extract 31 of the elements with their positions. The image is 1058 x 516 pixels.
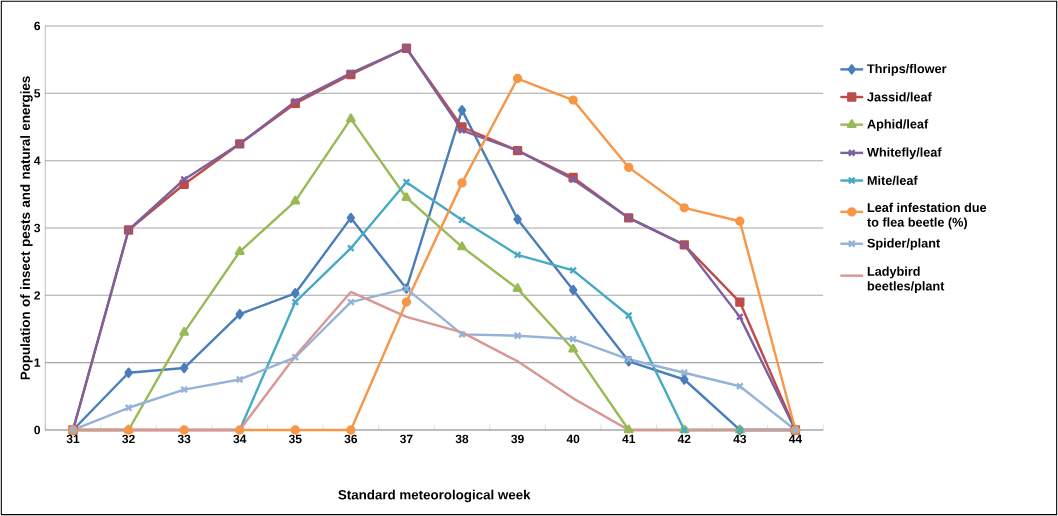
x-tick-label: 36	[344, 434, 358, 444]
legend-label: Whitefly/leaf	[867, 147, 942, 160]
legend-label: Spider/plant	[867, 238, 941, 251]
legend-label: Leaf infestation due to flea beetle (%)	[867, 202, 987, 230]
x-tick-label: 40	[566, 434, 580, 444]
y-tick-label: 4	[34, 156, 41, 165]
legend-label: Thrips/flower	[867, 63, 947, 76]
x-tick-label: 34	[233, 434, 247, 444]
y-tick-label: 6	[34, 21, 41, 31]
y-tick-label: 5	[34, 89, 41, 98]
x-tick-label: 42	[677, 434, 691, 444]
legend-label: Ladybird beetles/plant	[867, 266, 945, 294]
y-tick-label: 2	[34, 291, 41, 300]
x-tick-label: 31	[66, 434, 80, 444]
x-tick-label: 37	[400, 434, 413, 444]
x-tick-label: 43	[733, 434, 747, 444]
x-tick-label: 41	[622, 434, 636, 443]
x-axis-title: Standard meteorological week	[338, 489, 531, 503]
y-tick-label: 0	[34, 425, 41, 435]
legend-label: Mite/leaf	[867, 175, 918, 186]
x-tick-label: 33	[177, 434, 191, 444]
x-tick-label: 32	[122, 434, 135, 444]
x-tick-label: 38	[455, 434, 469, 444]
x-tick-label: 44	[788, 434, 803, 443]
legend-label: Jassid/leaf	[867, 92, 932, 102]
x-tick-label: 35	[288, 434, 302, 444]
y-axis-title: Population of insect pests and natural energies	[20, 76, 33, 380]
y-tick-label: 3	[34, 223, 41, 233]
legend-label: Aphid/leaf	[867, 119, 929, 132]
x-tick-label: 39	[511, 434, 524, 444]
y-tick-label: 1	[34, 358, 41, 367]
